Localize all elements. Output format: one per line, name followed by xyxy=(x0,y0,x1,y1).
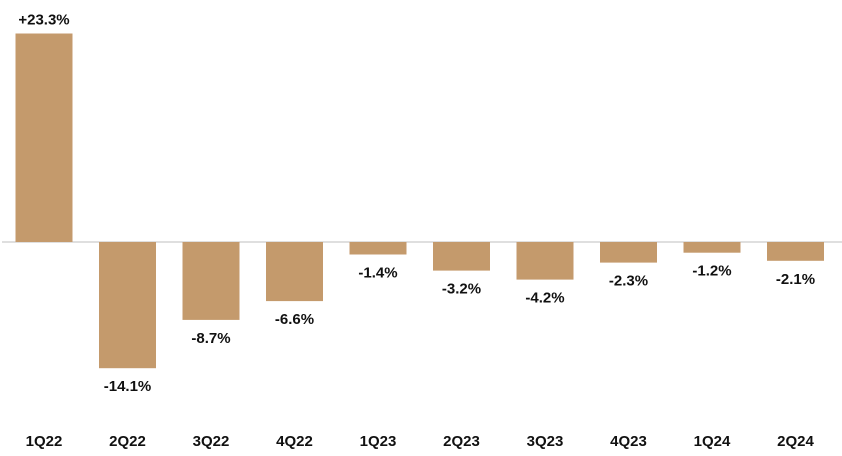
value-label-2q22: -14.1% xyxy=(104,378,152,395)
value-labels-group: +23.3% -14.1% -8.7% -6.6% -1.4% -3.2% -4.2% -2.… xyxy=(18,12,815,396)
x-tick-label-1q22: 1Q22 xyxy=(26,433,63,450)
value-label-1q24: -1.2% xyxy=(692,263,731,280)
bar-2q22 xyxy=(99,242,156,369)
value-label-2q24: -2.1% xyxy=(776,271,815,288)
value-label-4q23: -2.3% xyxy=(609,273,648,290)
value-label-2q23: -3.2% xyxy=(442,281,481,298)
bar-1q23 xyxy=(349,242,407,255)
bar-1q24 xyxy=(683,242,741,253)
x-tick-label-1q24: 1Q24 xyxy=(694,433,731,450)
bar-4q23 xyxy=(600,242,657,263)
bar-1q22 xyxy=(15,33,73,242)
bar-4q22 xyxy=(266,242,323,302)
x-tick-label-1q23: 1Q23 xyxy=(360,433,397,450)
bar-2q23 xyxy=(433,242,490,271)
bar-3q23 xyxy=(516,242,574,280)
value-label-1q22: +23.3% xyxy=(18,12,69,29)
value-label-3q23: -4.2% xyxy=(525,290,564,307)
x-tick-label-2q23: 2Q23 xyxy=(443,433,480,450)
bar-3q22 xyxy=(182,242,240,320)
value-label-1q23: -1.4% xyxy=(358,265,397,282)
x-axis-tick-labels: 1Q22 2Q22 3Q22 4Q22 1Q23 2Q23 3Q23 4Q23 1Q24 2Q24 xyxy=(26,433,815,450)
bars-group xyxy=(15,33,824,369)
x-tick-label-2q22: 2Q22 xyxy=(109,433,146,450)
x-tick-label-4q23: 4Q23 xyxy=(610,433,647,450)
x-tick-label-3q22: 3Q22 xyxy=(193,433,230,450)
value-label-4q22: -6.6% xyxy=(275,311,314,328)
x-tick-label-3q23: 3Q23 xyxy=(527,433,564,450)
x-tick-label-4q22: 4Q22 xyxy=(276,433,313,450)
value-label-3q22: -8.7% xyxy=(191,330,230,347)
x-tick-label-2q24: 2Q24 xyxy=(777,433,814,450)
bar-2q24 xyxy=(767,242,824,261)
